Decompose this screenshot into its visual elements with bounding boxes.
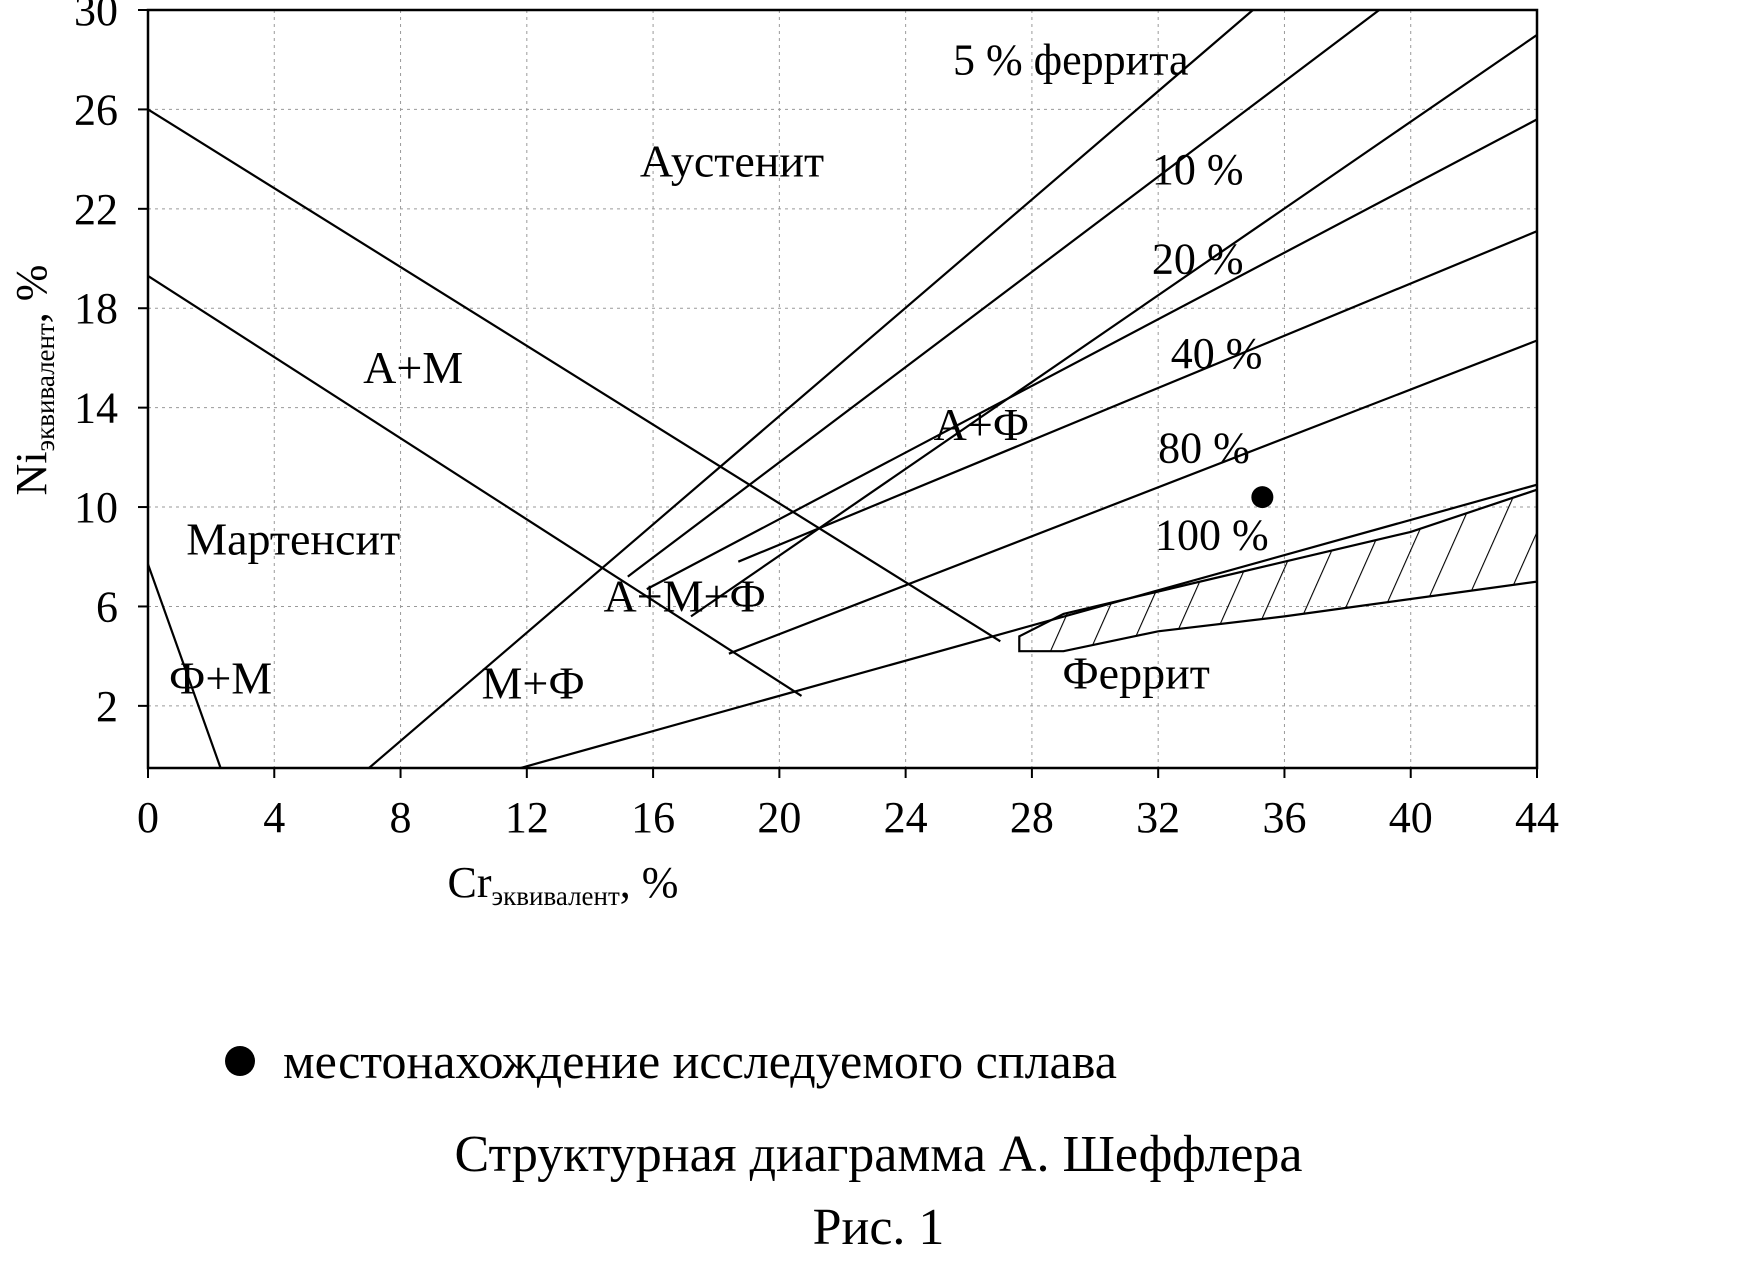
- y-tick-label: 10: [74, 483, 118, 532]
- region-labels: Аустенит А+М Мартенсит Ф+М М+Ф А+М+Ф А+Ф Феррит…: [169, 36, 1269, 709]
- x-tick-label: 4: [263, 793, 285, 842]
- y-tick-label: 14: [74, 384, 118, 433]
- y-tick-label: 18: [74, 284, 118, 333]
- y-tick-label: 2: [96, 682, 118, 731]
- ferrite-percent-label: 20 %: [1152, 234, 1244, 283]
- region-label: А+М: [363, 342, 463, 393]
- legend-marker-icon: [225, 1046, 255, 1076]
- ferrite-percent-label: 40 %: [1171, 329, 1263, 378]
- boundary-line: [368, 10, 1254, 768]
- boundary-line: [148, 274, 803, 697]
- ferrite-percent-label: 80 %: [1158, 423, 1250, 472]
- data-points: [1251, 486, 1274, 509]
- figure-label: Рис. 1: [812, 1199, 945, 1256]
- hatched-zone: [1018, 488, 1537, 653]
- boundary-line: [728, 339, 1537, 655]
- chart-title: Структурная диаграмма А. Шеффлера: [454, 1126, 1303, 1183]
- boundary-line: [646, 118, 1537, 591]
- region-label: М+Ф: [482, 657, 585, 708]
- boundary-line: [737, 230, 1537, 563]
- region-label: Феррит: [1062, 647, 1209, 698]
- boundary-line: [520, 483, 1537, 768]
- x-tick-label: 0: [137, 793, 159, 842]
- boundary-line: [690, 33, 1537, 618]
- gridlines: [147, 9, 1538, 768]
- x-tick-label: 16: [631, 793, 675, 842]
- y-axis-title: Niэквивалент, %: [7, 265, 60, 496]
- ferrite-percent-label: 10 %: [1152, 145, 1244, 194]
- x-tick-label: 12: [505, 793, 549, 842]
- y-tick-label: 6: [96, 582, 118, 631]
- x-tick-label: 28: [1010, 793, 1054, 842]
- legend: местонахождение исследуемого сплава: [225, 1032, 1117, 1090]
- ferrite-percent-label: 5 % феррита: [953, 36, 1189, 85]
- hatched-region: [1018, 488, 1537, 653]
- region-label: Мартенсит: [186, 513, 400, 564]
- x-tick-label: 32: [1136, 793, 1180, 842]
- boundary-line: [148, 563, 222, 768]
- ferrite-percent-label: 100 %: [1155, 510, 1269, 559]
- y-tick-label: 22: [74, 185, 118, 234]
- x-tick-label: 20: [757, 793, 801, 842]
- boundary-line: [627, 10, 1380, 578]
- x-tick-label: 36: [1262, 793, 1306, 842]
- region-label: Ф+М: [169, 652, 272, 703]
- region-label: А+М+Ф: [603, 570, 765, 621]
- x-axis-title: Crэквивалент, %: [448, 858, 679, 911]
- region-label: А+Ф: [934, 399, 1030, 450]
- x-tick-label: 24: [884, 793, 928, 842]
- region-label: Аустенит: [640, 136, 824, 187]
- series-lines: [148, 10, 1537, 768]
- x-tick-label: 44: [1515, 793, 1559, 842]
- legend-label: местонахождение исследуемого сплава: [283, 1033, 1117, 1089]
- x-tick-label: 40: [1389, 793, 1433, 842]
- plot-frame: [146, 8, 1539, 770]
- y-tick-label: 26: [74, 85, 118, 134]
- x-tick-label: 8: [390, 793, 412, 842]
- y-tick-label: 30: [74, 0, 118, 35]
- alloy-point: [1251, 486, 1274, 509]
- boundary-line: [148, 108, 1001, 643]
